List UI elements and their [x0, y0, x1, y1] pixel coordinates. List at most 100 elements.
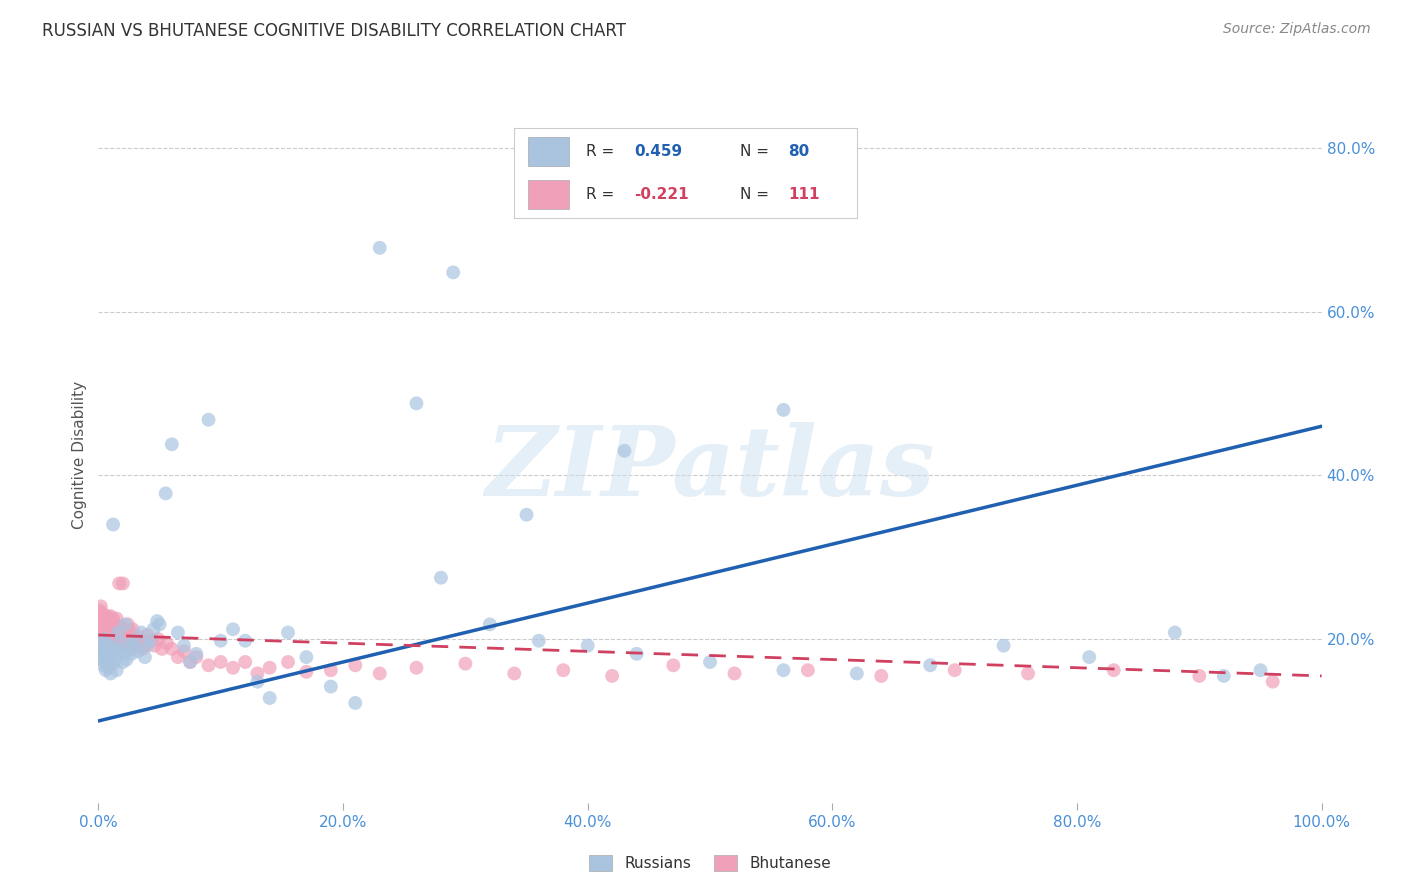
- Point: [89, 615, 111, 630]
- Point: [110, 631, 132, 645]
- Point: [209, 633, 232, 648]
- Legend: Russians, Bhutanese: Russians, Bhutanese: [582, 847, 838, 879]
- Point: [772, 403, 794, 417]
- Point: [91, 624, 114, 638]
- Point: [120, 641, 142, 656]
- Point: [91, 614, 114, 628]
- Point: [124, 639, 146, 653]
- Point: [111, 639, 134, 653]
- Point: [115, 628, 138, 642]
- Point: [139, 633, 162, 648]
- Point: [149, 617, 172, 632]
- Point: [319, 680, 342, 694]
- Point: [129, 631, 152, 645]
- Point: [160, 641, 183, 656]
- Point: [104, 628, 127, 642]
- Point: [167, 650, 190, 665]
- Point: [120, 647, 142, 661]
- Text: ZIPatlas: ZIPatlas: [485, 422, 935, 516]
- Point: [1212, 669, 1234, 683]
- Point: [97, 648, 120, 663]
- Point: [845, 666, 868, 681]
- Point: [98, 612, 121, 626]
- Point: [368, 241, 391, 255]
- Point: [96, 609, 118, 624]
- Point: [441, 265, 464, 279]
- Point: [97, 632, 120, 646]
- Point: [107, 636, 129, 650]
- Point: [319, 663, 342, 677]
- Point: [108, 576, 131, 591]
- Point: [797, 663, 820, 677]
- Point: [101, 517, 124, 532]
- Point: [91, 636, 114, 650]
- Point: [114, 622, 136, 636]
- Point: [97, 617, 120, 632]
- Point: [723, 666, 745, 681]
- Point: [93, 632, 115, 646]
- Point: [699, 655, 721, 669]
- Point: [100, 609, 122, 624]
- Point: [222, 661, 245, 675]
- Point: [155, 486, 177, 500]
- Point: [91, 614, 114, 628]
- Point: [186, 650, 208, 665]
- Text: Source: ZipAtlas.com: Source: ZipAtlas.com: [1223, 22, 1371, 37]
- Point: [96, 631, 118, 645]
- Point: [112, 633, 135, 648]
- Point: [222, 622, 245, 636]
- Point: [173, 644, 195, 658]
- Point: [136, 628, 159, 642]
- Point: [110, 628, 132, 642]
- Text: RUSSIAN VS BHUTANESE COGNITIVE DISABILITY CORRELATION CHART: RUSSIAN VS BHUTANESE COGNITIVE DISABILIT…: [42, 22, 626, 40]
- Point: [134, 639, 156, 653]
- Point: [344, 658, 367, 673]
- Point: [173, 639, 195, 653]
- Point: [1078, 650, 1101, 665]
- Point: [197, 413, 219, 427]
- Point: [150, 641, 173, 656]
- Point: [91, 628, 114, 642]
- Point: [91, 641, 114, 656]
- Point: [112, 647, 135, 661]
- Y-axis label: Cognitive Disability: Cognitive Disability: [72, 381, 87, 529]
- Point: [100, 666, 122, 681]
- Point: [100, 624, 122, 638]
- Point: [90, 609, 112, 624]
- Point: [96, 640, 118, 655]
- Point: [233, 633, 256, 648]
- Point: [197, 658, 219, 673]
- Point: [104, 622, 127, 636]
- Point: [430, 571, 453, 585]
- Point: [515, 508, 537, 522]
- Point: [90, 620, 112, 634]
- Point: [120, 624, 142, 638]
- Point: [97, 661, 120, 675]
- Point: [920, 658, 942, 673]
- Point: [91, 617, 114, 632]
- Point: [110, 620, 132, 634]
- Point: [121, 622, 143, 636]
- Point: [105, 663, 128, 677]
- Point: [277, 655, 299, 669]
- Point: [277, 625, 299, 640]
- Point: [131, 641, 153, 656]
- Point: [101, 620, 124, 634]
- Point: [148, 632, 170, 646]
- Point: [1261, 674, 1284, 689]
- Point: [105, 644, 128, 658]
- Point: [405, 396, 427, 410]
- Point: [259, 691, 281, 706]
- Point: [613, 443, 636, 458]
- Point: [111, 636, 134, 650]
- Point: [576, 639, 599, 653]
- Point: [772, 663, 794, 677]
- Point: [94, 622, 117, 636]
- Point: [110, 636, 132, 650]
- Point: [127, 639, 149, 653]
- Point: [156, 636, 179, 650]
- Point: [124, 636, 146, 650]
- Point: [478, 617, 501, 632]
- Point: [143, 639, 166, 653]
- Point: [94, 625, 117, 640]
